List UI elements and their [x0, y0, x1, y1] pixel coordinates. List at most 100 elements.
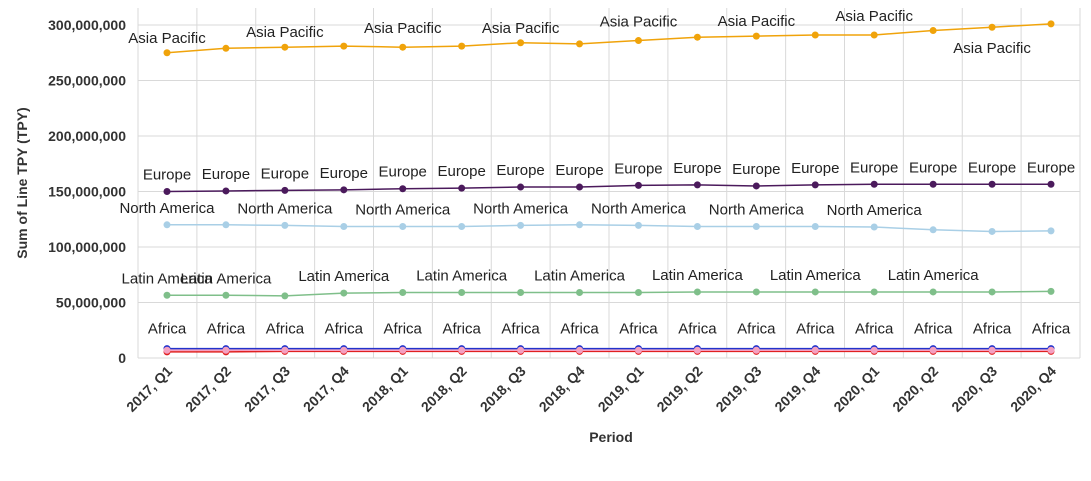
- data-point: [752, 346, 760, 354]
- data-label: Africa: [796, 321, 835, 338]
- data-point: [811, 288, 819, 296]
- data-label: North America: [473, 200, 569, 217]
- data-point: [340, 346, 348, 354]
- data-point: [517, 346, 525, 354]
- data-label: Africa: [737, 321, 776, 338]
- data-label: Africa: [207, 321, 246, 338]
- data-label: Europe: [261, 165, 309, 182]
- data-point: [281, 186, 289, 194]
- data-point: [458, 42, 466, 50]
- data-label: Africa: [325, 321, 364, 338]
- data-label: Europe: [673, 160, 721, 177]
- x-tick-label: 2019, Q2: [653, 363, 705, 415]
- data-label: Africa: [855, 321, 894, 338]
- data-label: Latin America: [888, 267, 980, 284]
- data-label: Europe: [850, 159, 898, 176]
- data-point: [399, 185, 407, 193]
- data-point: [634, 289, 642, 297]
- data-point: [752, 32, 760, 40]
- data-point: [576, 40, 584, 48]
- data-point: [340, 289, 348, 297]
- data-label: Asia Pacific: [600, 14, 678, 31]
- data-point: [1047, 346, 1055, 354]
- data-label: Asia Pacific: [953, 40, 1031, 57]
- data-point: [988, 346, 996, 354]
- data-point: [458, 346, 466, 354]
- x-axis-ticks: 2017, Q1 2017, Q2 2017, Q3 2017, Q4 2018, Q1…: [123, 363, 1059, 415]
- y-axis-title: Sum of Line TPY (TPY): [14, 107, 30, 258]
- data-point: [222, 44, 230, 52]
- data-point: [988, 227, 996, 235]
- data-label: Africa: [148, 321, 187, 338]
- data-label: Europe: [379, 164, 427, 181]
- data-label: Africa: [384, 321, 423, 338]
- data-label: Africa: [266, 321, 305, 338]
- data-point: [870, 31, 878, 39]
- series-line: [167, 290, 1052, 297]
- data-point: [281, 43, 289, 51]
- data-label: Europe: [143, 167, 191, 184]
- data-point: [811, 31, 819, 39]
- data-label: North America: [709, 201, 805, 218]
- data-label: North America: [119, 200, 215, 217]
- x-tick-label: 2019, Q1: [595, 363, 647, 415]
- data-label: Africa: [1032, 321, 1071, 338]
- data-label: Latin America: [534, 268, 626, 285]
- data-point: [693, 346, 701, 354]
- data-label: Asia Pacific: [835, 8, 913, 25]
- data-label: Africa: [619, 321, 658, 338]
- data-label: Asia Pacific: [128, 30, 206, 47]
- data-label: Asia Pacific: [246, 24, 324, 41]
- data-label: Latin America: [770, 267, 862, 284]
- data-point: [458, 289, 466, 297]
- data-point: [399, 222, 407, 230]
- data-point: [988, 23, 996, 31]
- data-point: [693, 33, 701, 41]
- data-label: Europe: [909, 159, 957, 176]
- data-point: [1047, 227, 1055, 235]
- data-point: [576, 289, 584, 297]
- data-label: Latin America: [416, 268, 508, 285]
- data-label: Africa: [560, 321, 599, 338]
- data-point: [163, 188, 171, 195]
- data-point: [222, 346, 230, 354]
- data-point: [929, 27, 937, 35]
- data-label: Asia Pacific: [482, 20, 560, 37]
- data-point: [929, 346, 937, 354]
- y-tick-label: 50,000,000: [56, 295, 126, 311]
- data-point: [399, 289, 407, 297]
- data-label: North America: [827, 202, 923, 219]
- data-point: [929, 180, 937, 188]
- data-point: [576, 183, 584, 191]
- data-point: [340, 222, 348, 230]
- data-point: [634, 181, 642, 189]
- data-point: [929, 226, 937, 234]
- data-point: [517, 221, 525, 229]
- x-tick-label: 2019, Q4: [771, 363, 823, 415]
- data-label: North America: [591, 200, 687, 217]
- data-point: [222, 291, 230, 299]
- data-point: [811, 346, 819, 354]
- x-tick-label: 2019, Q3: [712, 363, 764, 415]
- y-tick-label: 200,000,000: [48, 128, 126, 144]
- data-point: [399, 346, 407, 354]
- series-lines: [163, 20, 1055, 356]
- x-tick-label: 2017, Q3: [241, 363, 293, 415]
- x-tick-label: 2018, Q1: [359, 363, 411, 415]
- data-point: [1047, 20, 1055, 28]
- data-point: [340, 186, 348, 194]
- data-point: [340, 42, 348, 50]
- data-point: [634, 37, 642, 45]
- x-tick-label: 2018, Q4: [536, 363, 588, 415]
- data-label: North America: [237, 200, 333, 217]
- x-tick-label: 2020, Q4: [1007, 363, 1059, 415]
- data-label: Europe: [1027, 159, 1075, 176]
- data-point: [281, 221, 289, 229]
- data-point: [281, 346, 289, 354]
- data-label: Latin America: [298, 268, 390, 285]
- x-tick-label: 2020, Q3: [948, 363, 1000, 415]
- data-label: Africa: [442, 321, 481, 338]
- data-point: [811, 181, 819, 189]
- data-point: [163, 49, 171, 57]
